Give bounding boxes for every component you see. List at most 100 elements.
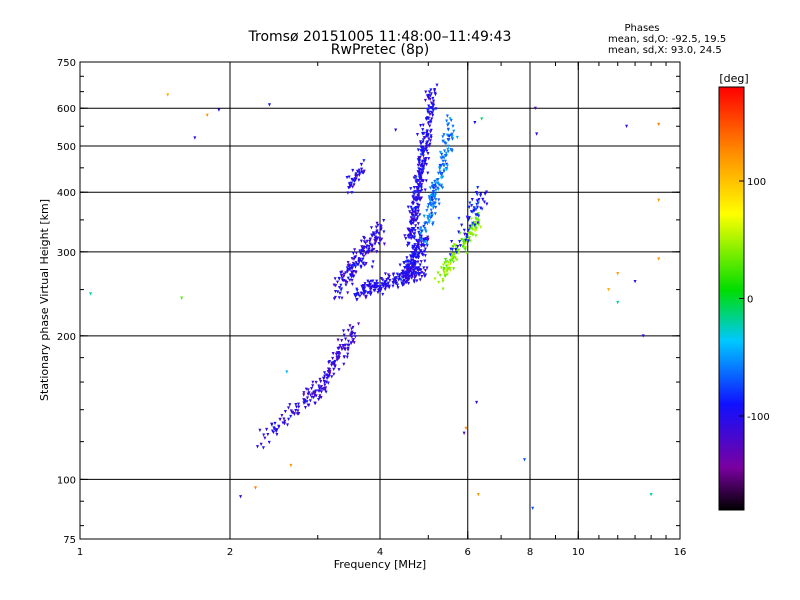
- data-point: [416, 148, 420, 152]
- data-point: [344, 283, 348, 287]
- data-point: [533, 106, 537, 111]
- data-point: [418, 251, 422, 256]
- data-point: [314, 389, 318, 393]
- data-point: [318, 377, 322, 382]
- data-point: [428, 97, 432, 102]
- data-point: [479, 194, 483, 198]
- data-point: [395, 272, 399, 276]
- data-point: [474, 234, 478, 238]
- data-point: [406, 205, 410, 209]
- data-point: [410, 251, 414, 255]
- data-point: [444, 268, 448, 272]
- data-point: [443, 274, 447, 279]
- data-point: [462, 228, 466, 233]
- data-point: [434, 188, 438, 192]
- data-point: [419, 231, 423, 236]
- data-point: [402, 274, 406, 279]
- data-point: [397, 275, 401, 280]
- data-point: [347, 343, 351, 347]
- data-point: [430, 111, 434, 116]
- data-point: [419, 238, 423, 242]
- data-point: [416, 260, 420, 264]
- data-point: [373, 240, 377, 244]
- data-point: [444, 258, 448, 262]
- data-point: [423, 136, 427, 140]
- data-point: [452, 267, 456, 271]
- data-point: [402, 278, 406, 283]
- data-point: [424, 145, 428, 149]
- data-point: [351, 274, 355, 279]
- data-point: [463, 248, 467, 252]
- data-point: [523, 458, 527, 462]
- data-point: [373, 288, 377, 293]
- data-point: [303, 398, 307, 403]
- data-point: [318, 396, 322, 400]
- data-point: [342, 333, 346, 337]
- data-point: [348, 324, 352, 328]
- data-point: [407, 268, 411, 273]
- data-point: [432, 99, 436, 103]
- data-point: [419, 184, 423, 189]
- data-point: [407, 271, 411, 275]
- data-point: [416, 226, 420, 231]
- data-point: [302, 391, 306, 395]
- data-point: [410, 273, 414, 277]
- data-point: [466, 217, 470, 221]
- data-point: [471, 221, 475, 226]
- data-point: [535, 132, 539, 136]
- data-point: [292, 412, 296, 416]
- data-point: [426, 107, 430, 112]
- data-point: [445, 133, 449, 137]
- data-point: [447, 263, 451, 267]
- data-point: [423, 147, 427, 152]
- data-point: [415, 212, 419, 216]
- data-point: [418, 181, 422, 185]
- data-point: [427, 219, 431, 223]
- data-point: [473, 121, 477, 125]
- data-point: [476, 205, 480, 209]
- data-point: [433, 179, 437, 184]
- data-point: [427, 195, 431, 199]
- data-point: [435, 83, 439, 87]
- data-point: [354, 270, 358, 275]
- data-point: [358, 294, 362, 298]
- data-point: [374, 231, 378, 235]
- data-point: [359, 162, 363, 167]
- data-point: [411, 244, 415, 248]
- data-point: [633, 279, 637, 284]
- data-point: [432, 104, 436, 108]
- data-point: [323, 374, 327, 378]
- data-point: [295, 405, 299, 409]
- data-point: [386, 276, 390, 281]
- data-point: [345, 175, 349, 180]
- data-point: [460, 238, 464, 242]
- data-point: [412, 279, 416, 283]
- data-point: [428, 142, 432, 146]
- data-point: [280, 413, 284, 418]
- y-tick-label: 100: [57, 475, 76, 486]
- data-point: [379, 284, 383, 289]
- data-point: [367, 245, 371, 249]
- data-point: [423, 160, 427, 164]
- data-point: [344, 337, 348, 341]
- data-point: [415, 195, 419, 200]
- data-point: [418, 278, 422, 282]
- grid: [80, 62, 680, 539]
- data-point: [405, 271, 409, 275]
- data-point: [302, 401, 306, 405]
- data-point: [348, 263, 352, 267]
- data-point: [406, 259, 410, 263]
- data-point: [413, 235, 417, 239]
- data-point: [474, 213, 478, 217]
- data-point: [345, 266, 349, 270]
- data-point: [445, 164, 449, 168]
- data-point: [366, 279, 370, 283]
- data-point: [333, 277, 337, 281]
- data-point: [445, 264, 449, 268]
- stats-line-x: mean, sd,X: 93.0, 24.5: [608, 45, 722, 56]
- data-point: [353, 293, 357, 297]
- data-point: [317, 384, 321, 388]
- data-point: [451, 124, 455, 129]
- data-point: [239, 495, 243, 499]
- data-point: [408, 210, 412, 214]
